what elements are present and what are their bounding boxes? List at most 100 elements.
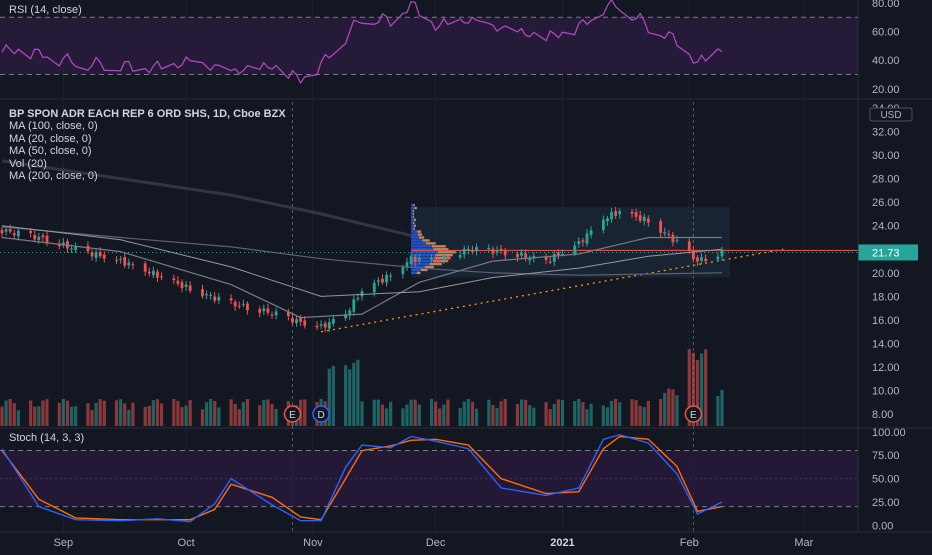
volume-bar xyxy=(442,404,445,426)
candle-body xyxy=(332,319,335,324)
volume-bar xyxy=(348,369,351,426)
candle-body xyxy=(46,236,49,243)
candle-body xyxy=(516,254,519,257)
volume-bar xyxy=(549,409,552,426)
time-label-dec: Dec xyxy=(426,537,446,549)
candle-body xyxy=(217,297,220,301)
volume-profile-bar xyxy=(413,222,414,224)
volume-profile-bar xyxy=(414,225,416,227)
symbol-title: BP SPON ADR EACH REP 6 ORD SHS, 1D, Cboe… xyxy=(9,108,286,120)
candle-body xyxy=(29,231,32,233)
candle-body xyxy=(434,258,437,262)
candle-body xyxy=(389,276,392,277)
candle-body xyxy=(447,256,450,259)
candle-body xyxy=(377,280,380,281)
volume-bar xyxy=(148,406,151,426)
candle-body xyxy=(17,231,20,237)
stoch-tick-label: 25.00 xyxy=(872,497,900,509)
candle-body xyxy=(156,272,159,278)
volume-profile-bar xyxy=(411,213,413,215)
chart-stage: 80.0060.0040.0020.00EDE34.0032.0030.0028… xyxy=(0,0,932,550)
main-legend: BP SPON ADR EACH REP 6 ORD SHS, 1D, Cboe… xyxy=(9,108,286,182)
volume-bar xyxy=(180,407,183,426)
volume-bar xyxy=(209,399,212,426)
rsi-title: RSI (14, close) xyxy=(9,4,82,16)
volume-profile-bar xyxy=(411,239,422,241)
volume-bar xyxy=(491,405,494,426)
volume-bar xyxy=(4,401,7,426)
candle-body xyxy=(328,322,331,328)
volume-bar xyxy=(119,399,122,426)
candle-body xyxy=(602,220,605,230)
stoch-tick-label: 75.00 xyxy=(872,450,900,462)
volume-bar xyxy=(131,403,134,426)
candle-body xyxy=(606,218,609,221)
candle-body xyxy=(127,263,130,266)
volume-bar xyxy=(29,400,32,426)
candle-body xyxy=(659,221,662,233)
candle-body xyxy=(696,257,699,261)
volume-bar xyxy=(704,349,707,426)
volume-bar xyxy=(9,399,12,426)
study-ma50: MA (50, close, 0) xyxy=(9,145,286,157)
candle-body xyxy=(70,248,73,249)
candle-body xyxy=(267,309,270,313)
candle-body xyxy=(189,286,192,291)
candle-body xyxy=(132,264,135,265)
candle-body xyxy=(700,257,703,261)
volume-bar xyxy=(201,409,204,426)
volume-bar xyxy=(356,360,359,426)
candle-body xyxy=(418,258,421,260)
volume-bar xyxy=(360,401,363,426)
volume-bar xyxy=(553,404,556,426)
candle-body xyxy=(181,282,184,288)
price-tick-label: 10.00 xyxy=(872,386,900,398)
volume-profile-bar xyxy=(413,213,414,215)
candle-body xyxy=(352,299,355,311)
chart-canvas[interactable]: 80.0060.0040.0020.00EDE34.0032.0030.0028… xyxy=(0,0,932,550)
volume-bar xyxy=(414,400,417,426)
candle-body xyxy=(13,233,16,235)
volume-bar xyxy=(332,366,335,426)
candle-body xyxy=(213,297,216,301)
stoch-tick-label: 50.00 xyxy=(872,474,900,486)
volume-bar xyxy=(144,407,147,426)
candle-body xyxy=(87,246,90,252)
volume-profile-bar xyxy=(411,230,417,232)
volume-bar xyxy=(585,409,588,426)
candle-body xyxy=(610,212,613,219)
price-tick-label: 20.00 xyxy=(872,268,900,280)
candle-body xyxy=(209,295,212,296)
volume-profile-bar xyxy=(417,272,421,274)
time-label-2021: 2021 xyxy=(550,537,574,549)
candle-body xyxy=(614,211,617,216)
candle-body xyxy=(246,304,249,310)
candle-body xyxy=(37,237,40,240)
candle-body xyxy=(99,252,102,257)
volume-bar xyxy=(528,405,531,426)
price-tick-label: 26.00 xyxy=(872,197,900,209)
volume-profile-bar xyxy=(418,233,422,235)
candle-body xyxy=(152,271,155,275)
candle-body xyxy=(618,211,621,214)
volume-bar xyxy=(434,402,437,426)
candle-body xyxy=(643,217,646,221)
volume-bar xyxy=(217,407,220,426)
stoch-legend: Stoch (14, 3, 3) xyxy=(9,432,84,444)
candle-body xyxy=(549,262,552,263)
volume-bar xyxy=(262,400,265,426)
volume-bar xyxy=(381,405,384,426)
volume-profile-bar xyxy=(411,245,432,247)
candle-body xyxy=(262,308,265,311)
volume-bar xyxy=(720,390,723,426)
volume-bar xyxy=(663,393,666,426)
volume-bar xyxy=(115,400,118,426)
candle-body xyxy=(520,253,523,256)
volume-bar xyxy=(557,399,560,426)
volume-bar xyxy=(344,365,347,426)
candle-body xyxy=(242,304,245,305)
volume-profile-bar xyxy=(411,233,418,235)
currency-label: USD xyxy=(880,110,901,121)
volume-bar xyxy=(573,401,576,426)
candle-body xyxy=(303,321,306,326)
